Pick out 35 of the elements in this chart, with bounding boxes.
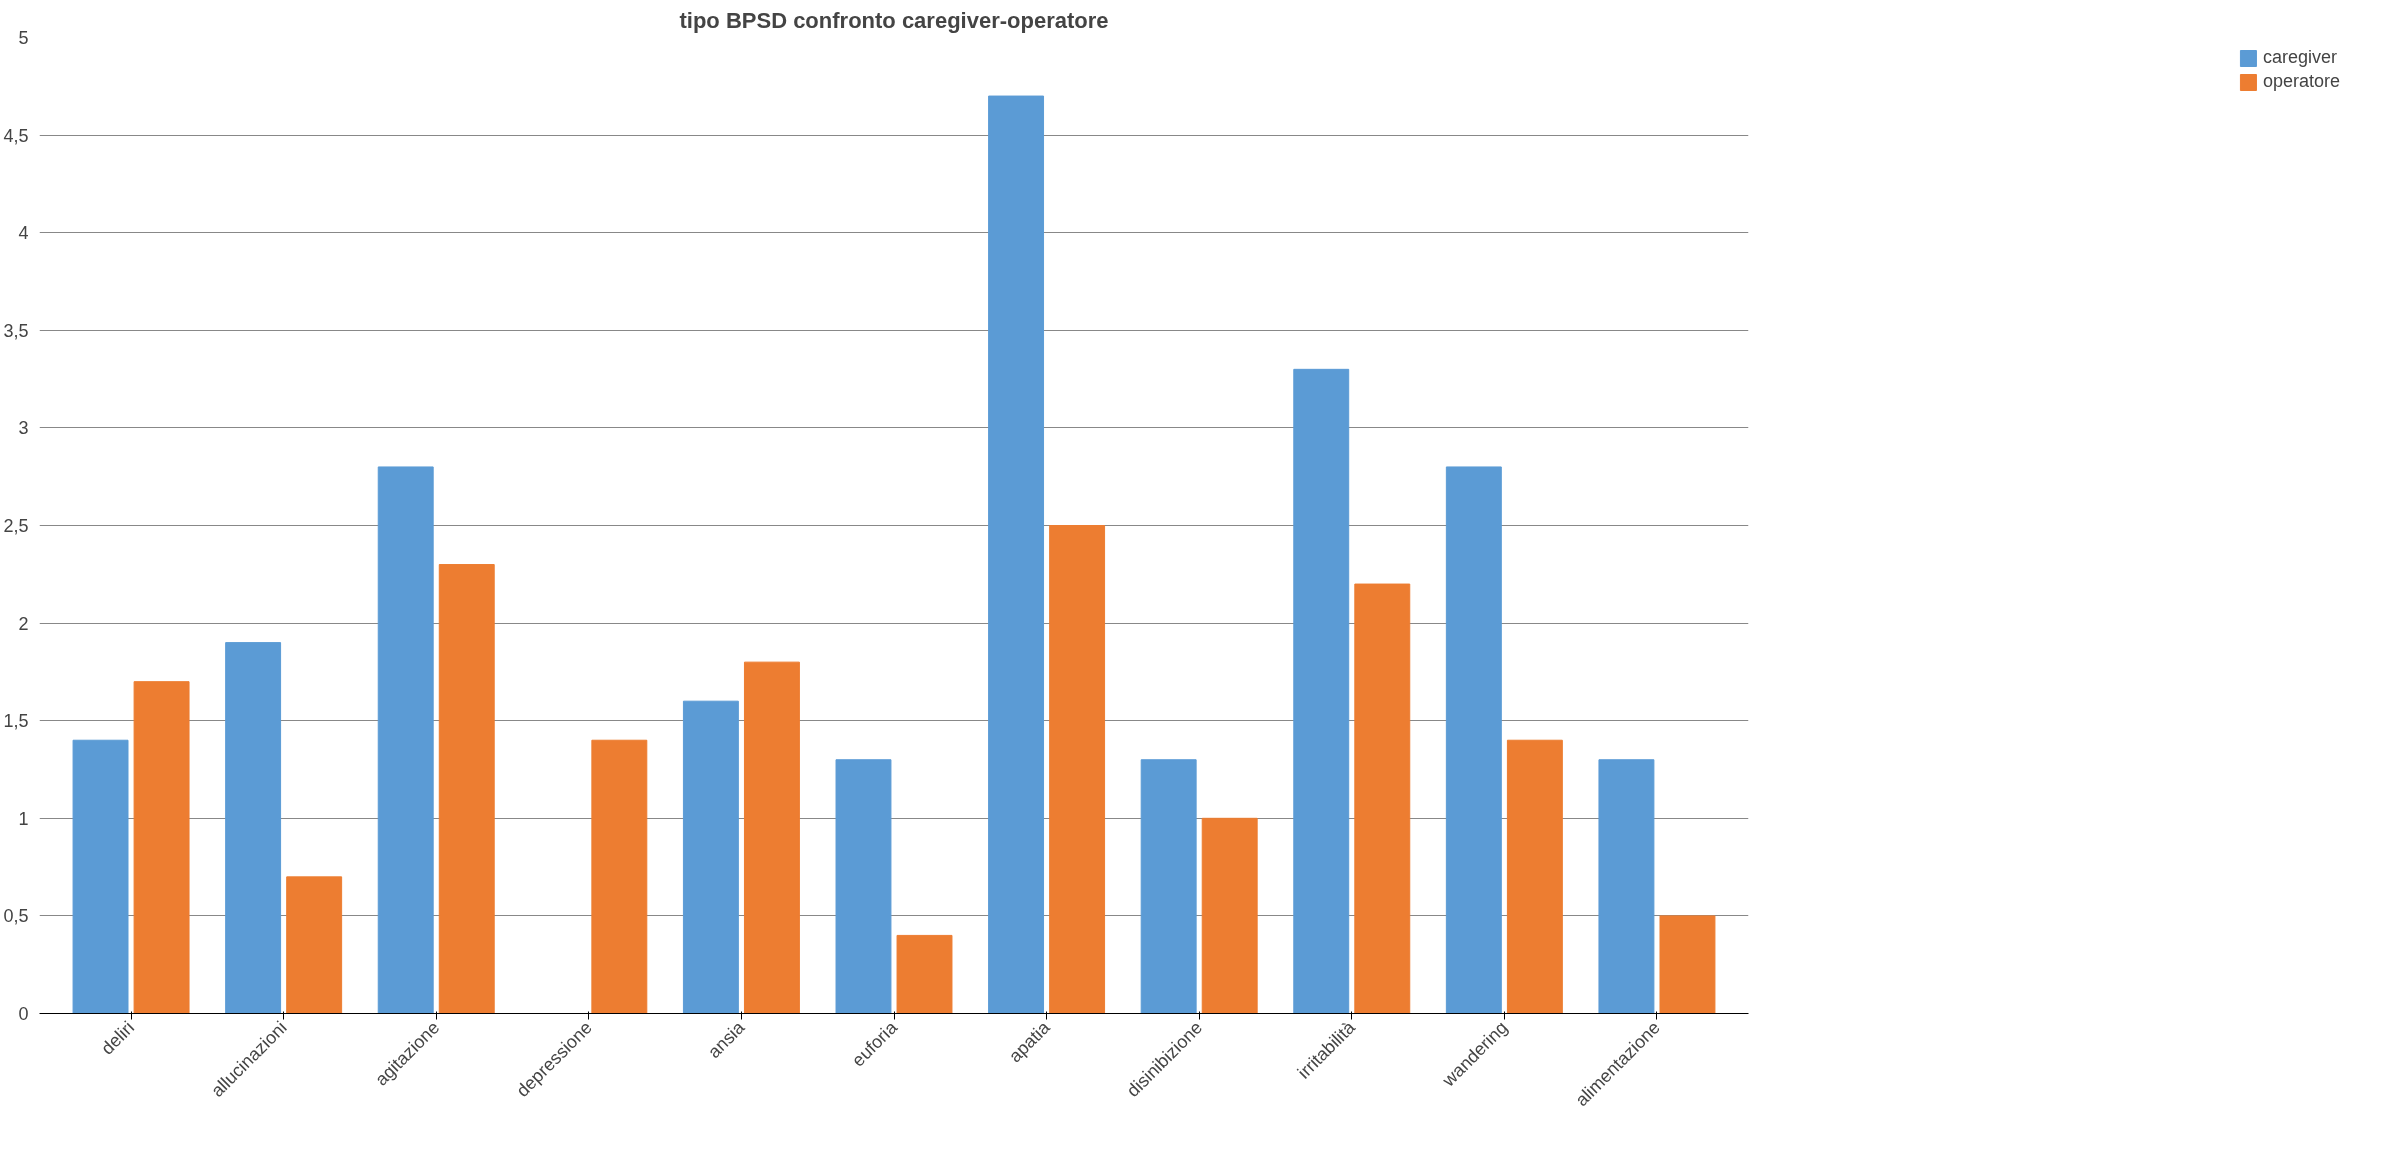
y-tick-label: 0,5 bbox=[3, 906, 29, 927]
bar bbox=[835, 759, 892, 1014]
bar bbox=[1201, 817, 1258, 1014]
y-tick-label: 5 bbox=[18, 28, 29, 48]
legend-label: caregiver bbox=[2262, 47, 2337, 68]
y-tick-label: 3,5 bbox=[3, 320, 29, 341]
bar bbox=[743, 661, 800, 1014]
y-tick-label: 1 bbox=[18, 808, 29, 829]
bar bbox=[1445, 466, 1502, 1014]
bar bbox=[1049, 525, 1106, 1014]
bar bbox=[438, 564, 495, 1014]
bar bbox=[286, 876, 343, 1014]
chart-title: tipo BPSD confronto caregiver-operatore bbox=[679, 7, 1109, 33]
y-tick-label: 2,5 bbox=[3, 516, 29, 536]
bar bbox=[1598, 759, 1655, 1014]
bar bbox=[988, 95, 1045, 1014]
y-tick-label: 0 bbox=[18, 1004, 29, 1024]
bar bbox=[1506, 739, 1563, 1014]
y-tick-label: 3 bbox=[18, 418, 29, 439]
bar bbox=[591, 739, 648, 1014]
y-tick-label: 4,5 bbox=[3, 125, 29, 146]
bar bbox=[1354, 583, 1411, 1014]
bar bbox=[225, 642, 282, 1014]
bar bbox=[1293, 368, 1350, 1014]
legend-label: operatore bbox=[2262, 71, 2340, 92]
y-tick-label: 4 bbox=[18, 223, 29, 244]
bar bbox=[377, 466, 434, 1014]
bar bbox=[682, 700, 739, 1014]
bar bbox=[133, 681, 190, 1014]
bar bbox=[896, 934, 953, 1014]
y-tick-label: 2 bbox=[18, 613, 29, 634]
bar bbox=[72, 739, 129, 1014]
bar bbox=[1659, 915, 1716, 1014]
bar bbox=[1140, 759, 1197, 1014]
y-tick-label: 1,5 bbox=[3, 711, 29, 732]
